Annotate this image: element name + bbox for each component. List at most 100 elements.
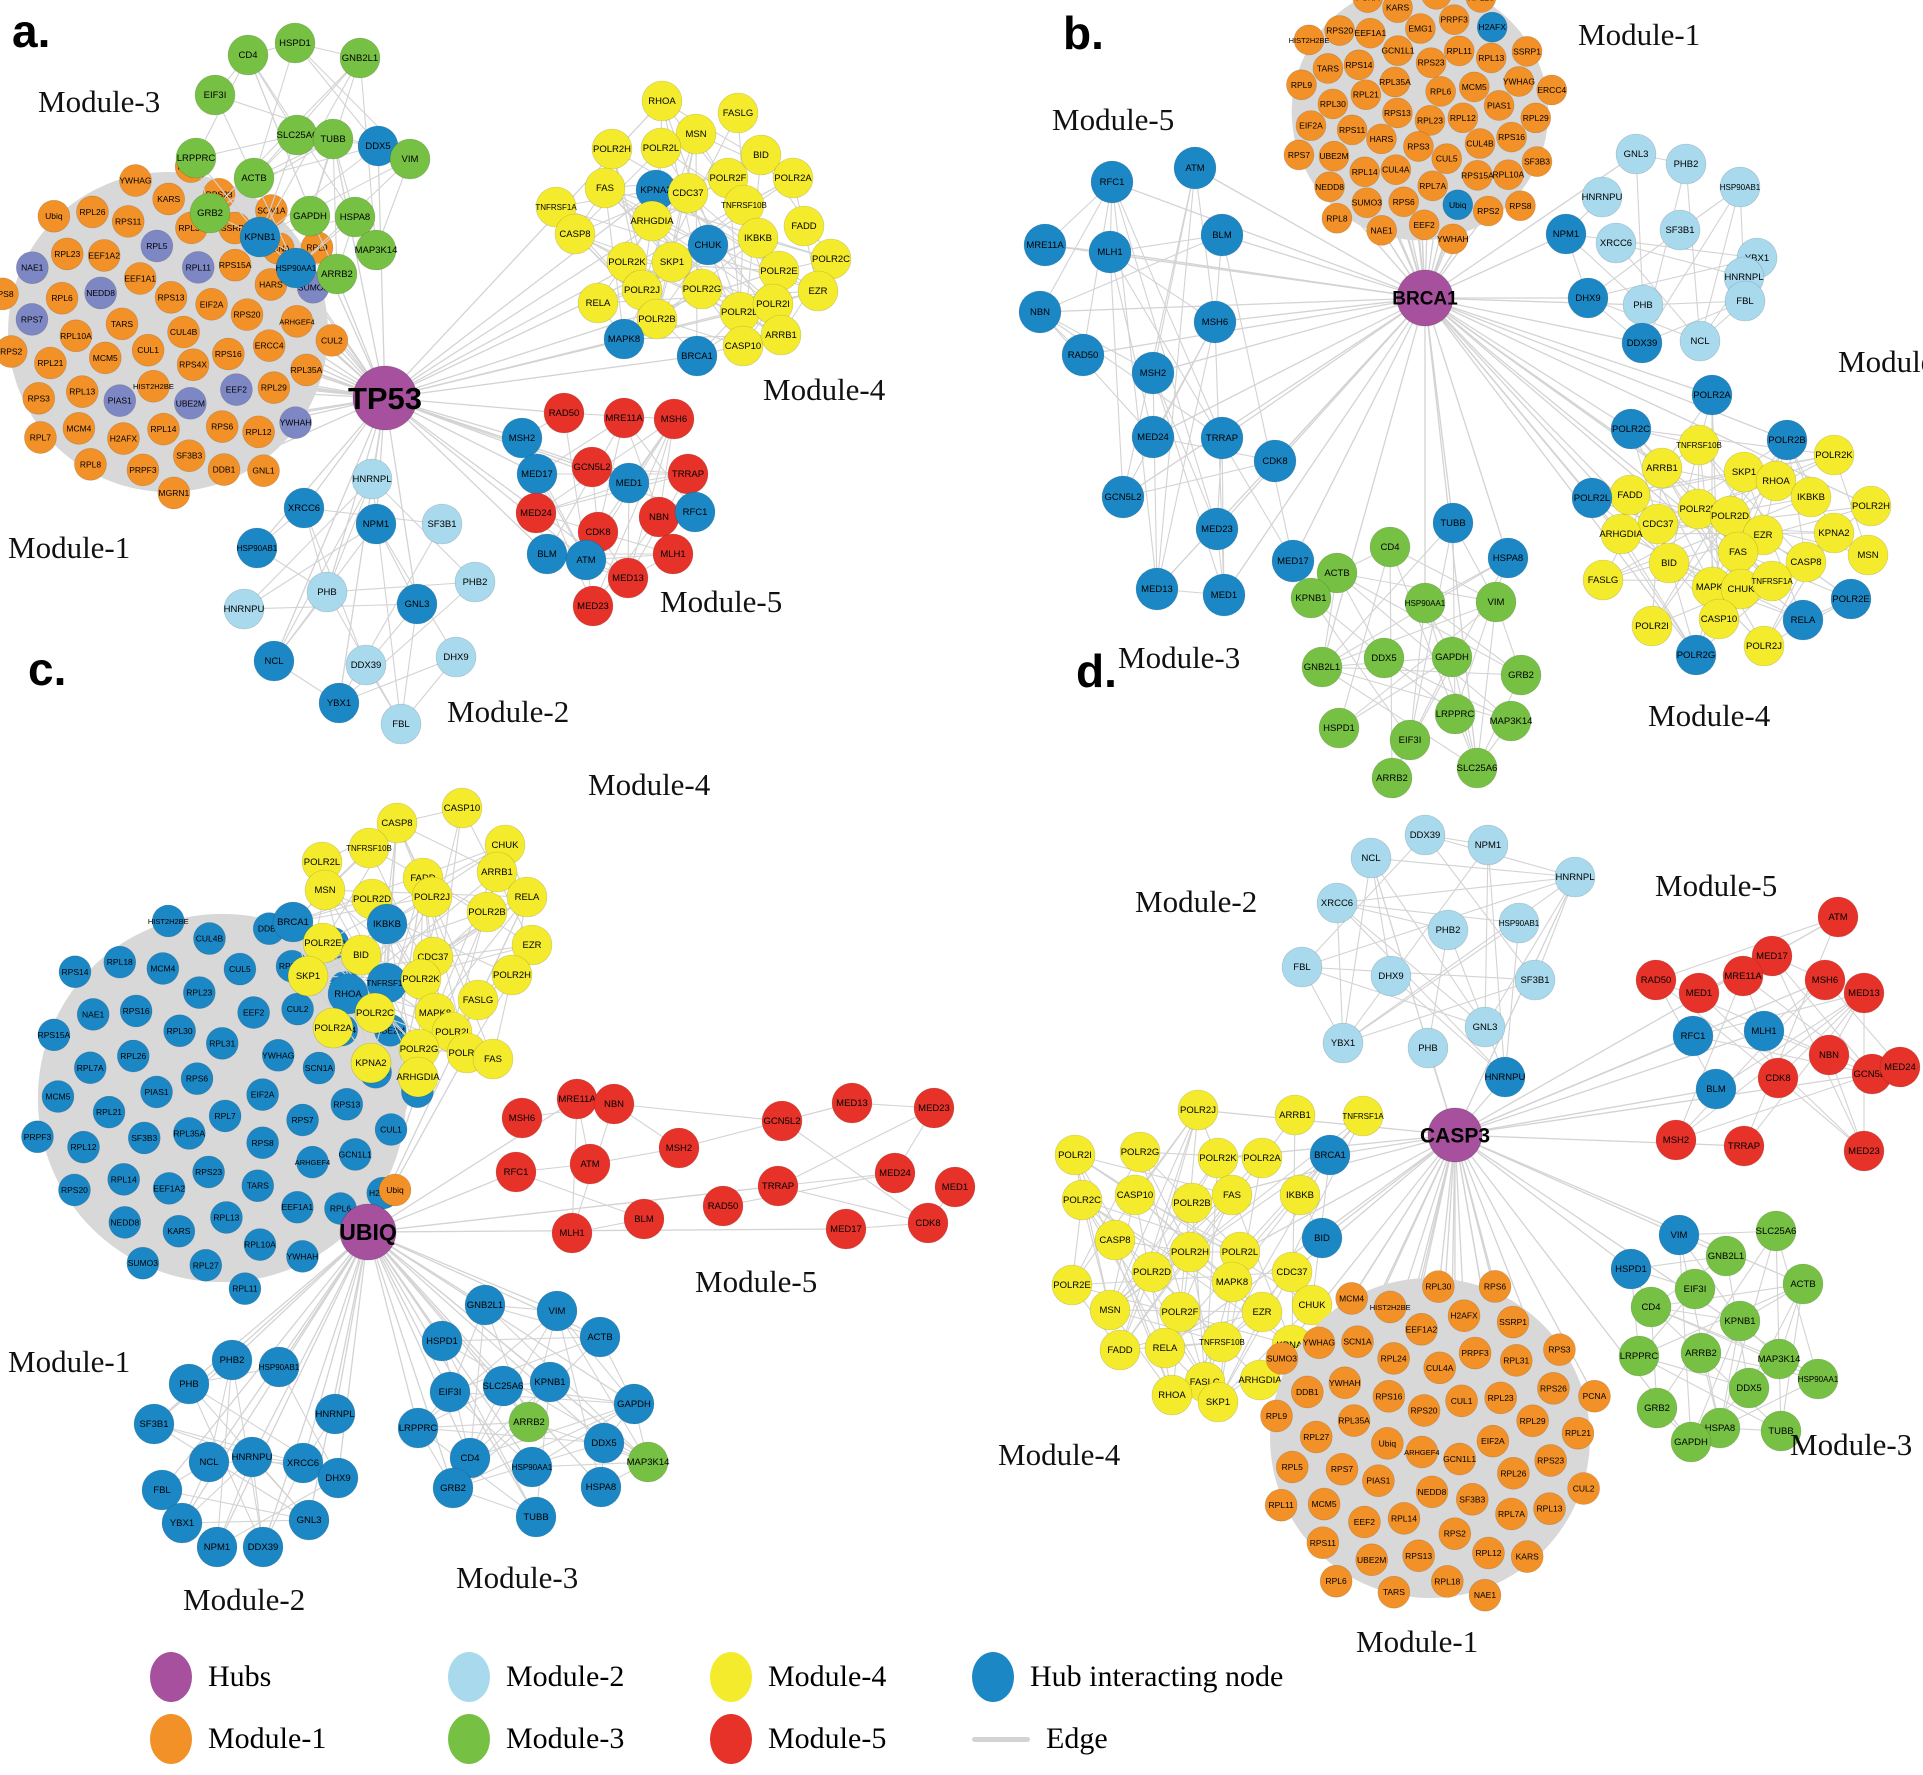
node-UBE2M[interactable] xyxy=(174,386,207,420)
node-TNFRSF1A[interactable] xyxy=(1342,1095,1384,1137)
node-PHB2[interactable] xyxy=(454,561,496,603)
node-SKP1[interactable] xyxy=(1197,1381,1239,1423)
node-NCL[interactable] xyxy=(188,1441,230,1483)
node-ATM[interactable] xyxy=(565,539,607,581)
node-RPL18[interactable] xyxy=(103,945,137,979)
node-GNL3[interactable] xyxy=(288,1499,330,1541)
node-RPS6[interactable] xyxy=(205,410,239,443)
node-TUBB[interactable] xyxy=(312,118,354,160)
node-RPS8[interactable] xyxy=(0,277,19,311)
node-RPL12[interactable] xyxy=(1472,1536,1505,1570)
node-EIF2A[interactable] xyxy=(246,1078,279,1111)
node-FBL[interactable] xyxy=(380,703,422,745)
node-SLC25A6[interactable] xyxy=(1456,747,1498,789)
node-RPS13[interactable] xyxy=(154,281,188,314)
node-RPS13[interactable] xyxy=(1402,1539,1435,1573)
node-YWHAG[interactable] xyxy=(1302,1326,1336,1360)
node-EEF2[interactable] xyxy=(220,373,253,406)
node-RPL11[interactable] xyxy=(181,251,215,284)
node-EIF3I[interactable] xyxy=(1389,719,1431,761)
node-KPNA2[interactable] xyxy=(350,1042,392,1084)
node-MED23[interactable] xyxy=(1195,507,1239,551)
node-DHX9[interactable] xyxy=(435,636,477,678)
node-ARRB2[interactable] xyxy=(508,1401,550,1443)
node-PRPF3[interactable] xyxy=(1438,4,1470,35)
node-LRPPRC[interactable] xyxy=(1618,1335,1660,1377)
node-POLR2C[interactable] xyxy=(1610,408,1652,450)
node-H2AFX[interactable] xyxy=(107,422,140,455)
node-RPL29[interactable] xyxy=(257,371,291,404)
node-GNL3[interactable] xyxy=(396,583,438,625)
node-MLH1[interactable] xyxy=(1743,1010,1785,1052)
node-RPL5[interactable] xyxy=(1275,1450,1309,1484)
node-RPL18[interactable] xyxy=(1430,1565,1464,1598)
node-HSPD1[interactable] xyxy=(1318,707,1360,749)
node-RPL35A[interactable] xyxy=(290,353,323,387)
node-MED17[interactable] xyxy=(825,1208,867,1250)
node-IKBKB[interactable] xyxy=(366,903,408,945)
node-YWHAH[interactable] xyxy=(1437,223,1469,255)
hub-node[interactable] xyxy=(352,365,418,431)
node-VIM[interactable] xyxy=(1658,1214,1700,1256)
node-CHUK[interactable] xyxy=(687,224,729,266)
node-POLR2E[interactable] xyxy=(1051,1264,1093,1306)
node-PHB2[interactable] xyxy=(1665,143,1707,185)
node-DDX39[interactable] xyxy=(1621,322,1663,364)
node-EIF2A[interactable] xyxy=(195,287,228,321)
node-BLM[interactable] xyxy=(623,1198,665,1240)
node-RPL21[interactable] xyxy=(92,1095,126,1129)
node-FADD[interactable] xyxy=(783,205,825,247)
node-ACTB[interactable] xyxy=(579,1316,621,1358)
node-RPL30[interactable] xyxy=(1422,1270,1455,1303)
node-RAD50[interactable] xyxy=(543,392,585,434)
node-TRRAP[interactable] xyxy=(757,1165,799,1207)
node-POLR2B[interactable] xyxy=(636,298,678,340)
node-ARHGDIA[interactable] xyxy=(631,200,673,242)
node-MED13[interactable] xyxy=(1135,567,1179,611)
node-NAE1[interactable] xyxy=(1366,215,1397,246)
node-RPL11[interactable] xyxy=(1443,35,1475,67)
node-CASP10[interactable] xyxy=(441,787,483,829)
node-CASP10[interactable] xyxy=(1698,598,1740,640)
node-CUL2[interactable] xyxy=(1567,1472,1600,1505)
node-DDX5[interactable] xyxy=(583,1422,625,1464)
node-RPL6[interactable] xyxy=(45,281,79,315)
node-KARS[interactable] xyxy=(162,1214,196,1248)
node-CHUK[interactable] xyxy=(1291,1284,1333,1326)
node-POLR2A[interactable] xyxy=(1691,374,1733,416)
node-CUL1[interactable] xyxy=(374,1113,408,1146)
node-IKBKB[interactable] xyxy=(737,217,779,259)
node-NEDD8[interactable] xyxy=(1314,171,1345,203)
node-RPL8[interactable] xyxy=(1321,202,1353,234)
node-NAE1[interactable] xyxy=(1468,1578,1502,1612)
node-POLR2A[interactable] xyxy=(772,157,814,199)
node-POLR2I[interactable] xyxy=(1054,1134,1096,1176)
node-GCN5L2[interactable] xyxy=(571,446,613,488)
node-RPL12[interactable] xyxy=(1447,102,1479,134)
node-SKP1[interactable] xyxy=(287,955,329,997)
node-MAP3K14[interactable] xyxy=(1758,1338,1800,1380)
node-NPM1[interactable] xyxy=(355,503,397,545)
node-EZR[interactable] xyxy=(797,270,839,312)
node-MSH6[interactable] xyxy=(501,1097,543,1139)
node-HNRNPU[interactable] xyxy=(231,1436,273,1478)
node-RPL6[interactable] xyxy=(1425,76,1456,107)
node-RPS7[interactable] xyxy=(286,1103,319,1137)
node-RFC1[interactable] xyxy=(1090,160,1134,204)
node-POLR2K[interactable] xyxy=(1813,434,1855,476)
node-SKP1[interactable] xyxy=(651,241,693,283)
node-RPL27[interactable] xyxy=(1299,1420,1333,1454)
node-MAP3K14[interactable] xyxy=(627,1441,669,1483)
node-RPS16[interactable] xyxy=(119,994,153,1028)
node-TARS[interactable] xyxy=(105,307,139,341)
node-MAP3K14[interactable] xyxy=(1490,700,1532,742)
node-SF3B3[interactable] xyxy=(127,1121,161,1155)
node-POLR2J[interactable] xyxy=(1743,625,1785,667)
node-Ubiq[interactable] xyxy=(1371,1427,1404,1460)
node-MAPK8[interactable] xyxy=(1211,1261,1253,1303)
node-GCN1L1[interactable] xyxy=(1382,35,1414,66)
node-XRCC6[interactable] xyxy=(1595,222,1637,264)
node-POLR2B[interactable] xyxy=(466,891,508,933)
node-CASP8[interactable] xyxy=(1785,541,1827,583)
node-NEDD8[interactable] xyxy=(108,1206,142,1239)
